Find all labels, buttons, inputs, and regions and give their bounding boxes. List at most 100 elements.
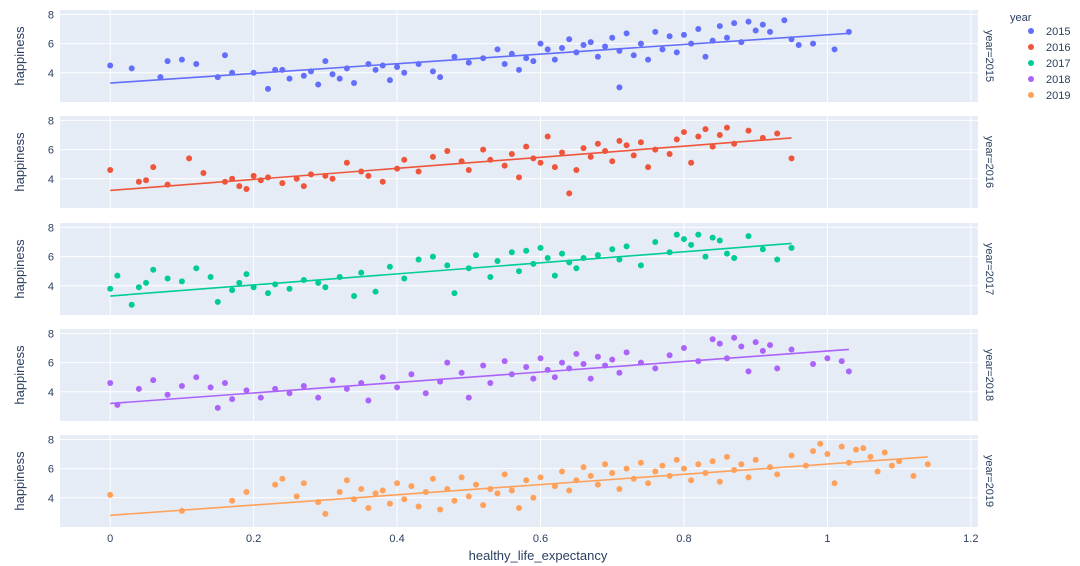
y-axis-title: happiness bbox=[12, 26, 27, 86]
data-point bbox=[752, 339, 759, 346]
data-point bbox=[559, 359, 566, 366]
data-point bbox=[838, 358, 845, 365]
data-point bbox=[358, 269, 365, 276]
data-point bbox=[695, 231, 702, 238]
y-tick-label: 4 bbox=[48, 174, 54, 186]
data-point bbox=[401, 275, 408, 282]
data-point bbox=[150, 377, 157, 384]
data-point bbox=[853, 446, 860, 453]
data-point bbox=[637, 139, 644, 146]
data-point bbox=[394, 63, 401, 70]
data-point bbox=[236, 279, 243, 286]
data-point bbox=[135, 178, 142, 185]
y-tick-label: 6 bbox=[48, 358, 54, 370]
legend-label: 2019 bbox=[1046, 90, 1070, 102]
data-point bbox=[537, 40, 544, 47]
data-point bbox=[652, 238, 659, 245]
y-tick-label: 6 bbox=[48, 252, 54, 264]
data-point bbox=[759, 21, 766, 28]
data-point bbox=[286, 75, 293, 82]
data-point bbox=[551, 483, 558, 490]
data-point bbox=[465, 493, 472, 500]
data-point bbox=[666, 150, 673, 157]
data-point bbox=[494, 490, 501, 497]
data-point bbox=[193, 265, 200, 272]
data-point bbox=[831, 480, 838, 487]
legend-item-2019[interactable]: 2019 bbox=[1028, 90, 1070, 102]
data-point bbox=[293, 175, 300, 182]
data-point bbox=[530, 494, 537, 501]
legend[interactable]: year 2015 2016 2017 2018 2019 bbox=[1010, 12, 1070, 102]
data-point bbox=[688, 159, 695, 166]
data-point bbox=[637, 262, 644, 269]
data-point bbox=[107, 167, 114, 174]
data-point bbox=[559, 250, 566, 257]
data-point bbox=[551, 56, 558, 63]
data-point bbox=[107, 62, 114, 69]
data-point bbox=[795, 42, 802, 49]
data-point bbox=[394, 480, 401, 487]
data-point bbox=[551, 374, 558, 381]
data-point bbox=[774, 256, 781, 263]
data-point bbox=[322, 284, 329, 291]
data-point bbox=[444, 262, 451, 269]
data-point bbox=[164, 275, 171, 282]
legend-item-2017[interactable]: 2017 bbox=[1028, 58, 1070, 70]
data-point bbox=[845, 368, 852, 375]
data-point bbox=[645, 164, 652, 171]
data-point bbox=[300, 72, 307, 79]
data-point bbox=[150, 266, 157, 273]
data-point bbox=[573, 265, 580, 272]
data-point bbox=[408, 483, 415, 490]
data-point bbox=[652, 468, 659, 475]
data-point bbox=[551, 272, 558, 279]
data-point bbox=[788, 452, 795, 459]
data-point bbox=[594, 252, 601, 259]
legend-label: 2015 bbox=[1046, 26, 1070, 38]
data-point bbox=[716, 23, 723, 30]
data-point bbox=[723, 124, 730, 131]
data-point bbox=[709, 458, 716, 465]
data-point bbox=[745, 233, 752, 240]
trendline bbox=[110, 456, 928, 517]
data-point bbox=[472, 481, 479, 488]
data-point bbox=[272, 481, 279, 488]
data-point bbox=[336, 75, 343, 82]
data-point bbox=[250, 172, 257, 179]
data-point bbox=[343, 159, 350, 166]
data-point bbox=[723, 453, 730, 460]
data-point bbox=[781, 17, 788, 24]
data-point bbox=[637, 459, 644, 466]
data-point bbox=[752, 27, 759, 34]
data-point bbox=[767, 464, 774, 471]
legend-item-2018[interactable]: 2018 bbox=[1028, 74, 1070, 86]
data-point bbox=[429, 68, 436, 75]
data-point bbox=[272, 385, 279, 392]
data-point bbox=[709, 143, 716, 150]
data-point bbox=[745, 127, 752, 134]
data-point bbox=[616, 84, 623, 91]
data-point bbox=[537, 474, 544, 481]
x-tick-label: 0.6 bbox=[533, 533, 548, 545]
data-point bbox=[559, 149, 566, 156]
data-point bbox=[444, 148, 451, 155]
data-point bbox=[788, 155, 795, 162]
legend-item-2016[interactable]: 2016 bbox=[1028, 42, 1070, 54]
data-point bbox=[867, 453, 874, 460]
data-point bbox=[759, 347, 766, 354]
data-point bbox=[659, 46, 666, 53]
data-point bbox=[810, 361, 817, 368]
data-point bbox=[178, 278, 185, 285]
x-axis-title: healthy_life_expectancy bbox=[469, 548, 608, 563]
legend-item-2015[interactable]: 2015 bbox=[1028, 26, 1070, 38]
data-point bbox=[537, 355, 544, 362]
data-point bbox=[587, 153, 594, 160]
data-point bbox=[508, 249, 515, 256]
data-point bbox=[609, 469, 616, 476]
data-point bbox=[616, 137, 623, 144]
y-axis-title: happiness bbox=[12, 132, 27, 192]
data-point bbox=[200, 169, 207, 176]
data-point bbox=[530, 375, 537, 382]
data-point bbox=[501, 358, 508, 365]
y-tick-label: 4 bbox=[48, 281, 54, 293]
